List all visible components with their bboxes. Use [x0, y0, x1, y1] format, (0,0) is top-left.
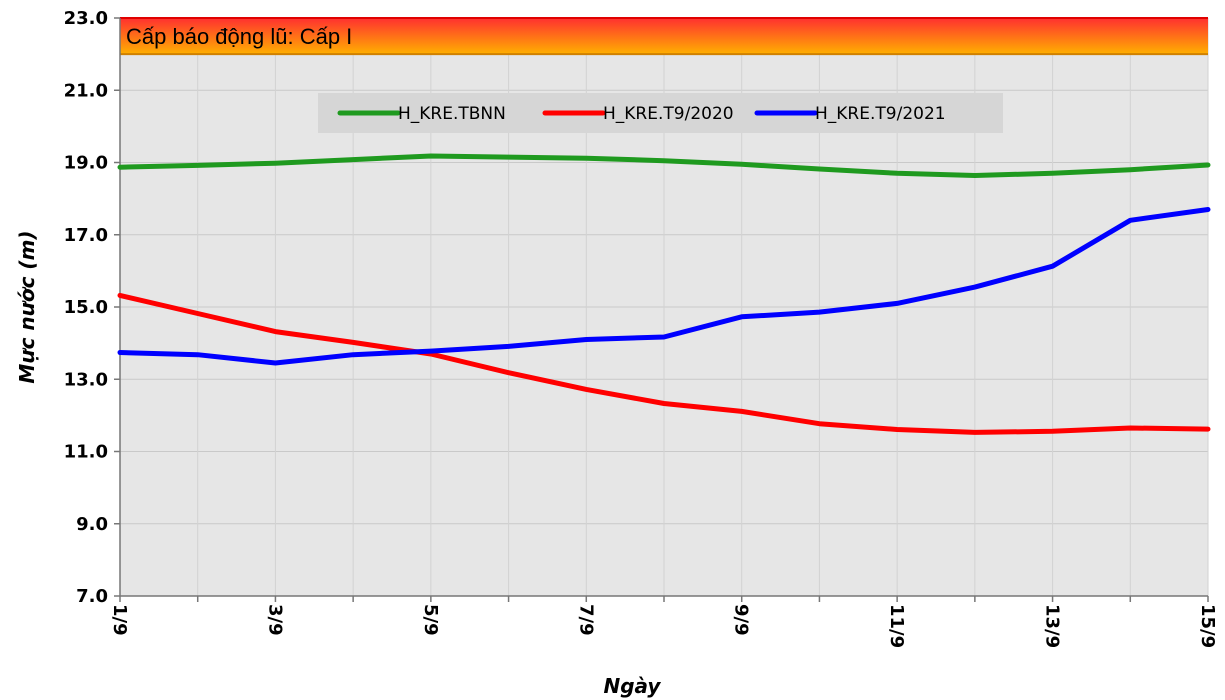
- x-tick-label: 7/9: [575, 604, 596, 636]
- y-tick-label: 7.0: [76, 586, 108, 607]
- series-group: [117, 153, 1211, 435]
- x-tick-label: 9/9: [731, 604, 752, 636]
- y-tick-label: 11.0: [64, 442, 108, 463]
- series-line-2: [117, 292, 1211, 435]
- series-line-1: [117, 153, 1211, 178]
- flood-alarm-label: Cấp báo động lũ: Cấp I: [126, 24, 352, 49]
- y-tick-label: 23.0: [64, 8, 108, 29]
- legend-label: H_KRE.T9/2021: [815, 104, 946, 124]
- legend-box: [318, 93, 1003, 133]
- y-axis-ticks: 7.0 9.0 11.0 13.0 15.0 17.0 19.0 21.0 23.0: [64, 8, 120, 607]
- x-tick-label: 13/9: [1042, 604, 1063, 648]
- legend: H_KRE.TBNN H_KRE.T9/2020 H_KRE.T9/2021: [318, 93, 1003, 133]
- flood-alarm-band: [120, 18, 1208, 55]
- x-tick-label: 11/9: [886, 604, 907, 648]
- series-line-3: [117, 207, 1211, 366]
- y-tick-label: 21.0: [64, 80, 108, 101]
- legend-label: H_KRE.TBNN: [398, 104, 506, 124]
- y-tick-label: 9.0: [76, 514, 108, 535]
- x-tick-label: 3/9: [264, 604, 285, 636]
- legend-label: H_KRE.T9/2020: [603, 104, 734, 124]
- y-axis-title: Mực nước (m): [15, 230, 39, 383]
- x-axis-ticks: 1/9 3/9 5/9 7/9 9/9 11/9 13/9 15/9: [109, 596, 1218, 648]
- y-tick-label: 15.0: [64, 297, 108, 318]
- x-tick-label: 1/9: [109, 604, 130, 636]
- x-tick-label: 5/9: [420, 604, 441, 636]
- y-tick-label: 17.0: [64, 225, 108, 246]
- y-tick-label: 13.0: [64, 369, 108, 390]
- x-axis-title: Ngày: [604, 674, 662, 698]
- y-tick-label: 19.0: [64, 153, 108, 174]
- x-tick-label: 15/9: [1197, 604, 1218, 648]
